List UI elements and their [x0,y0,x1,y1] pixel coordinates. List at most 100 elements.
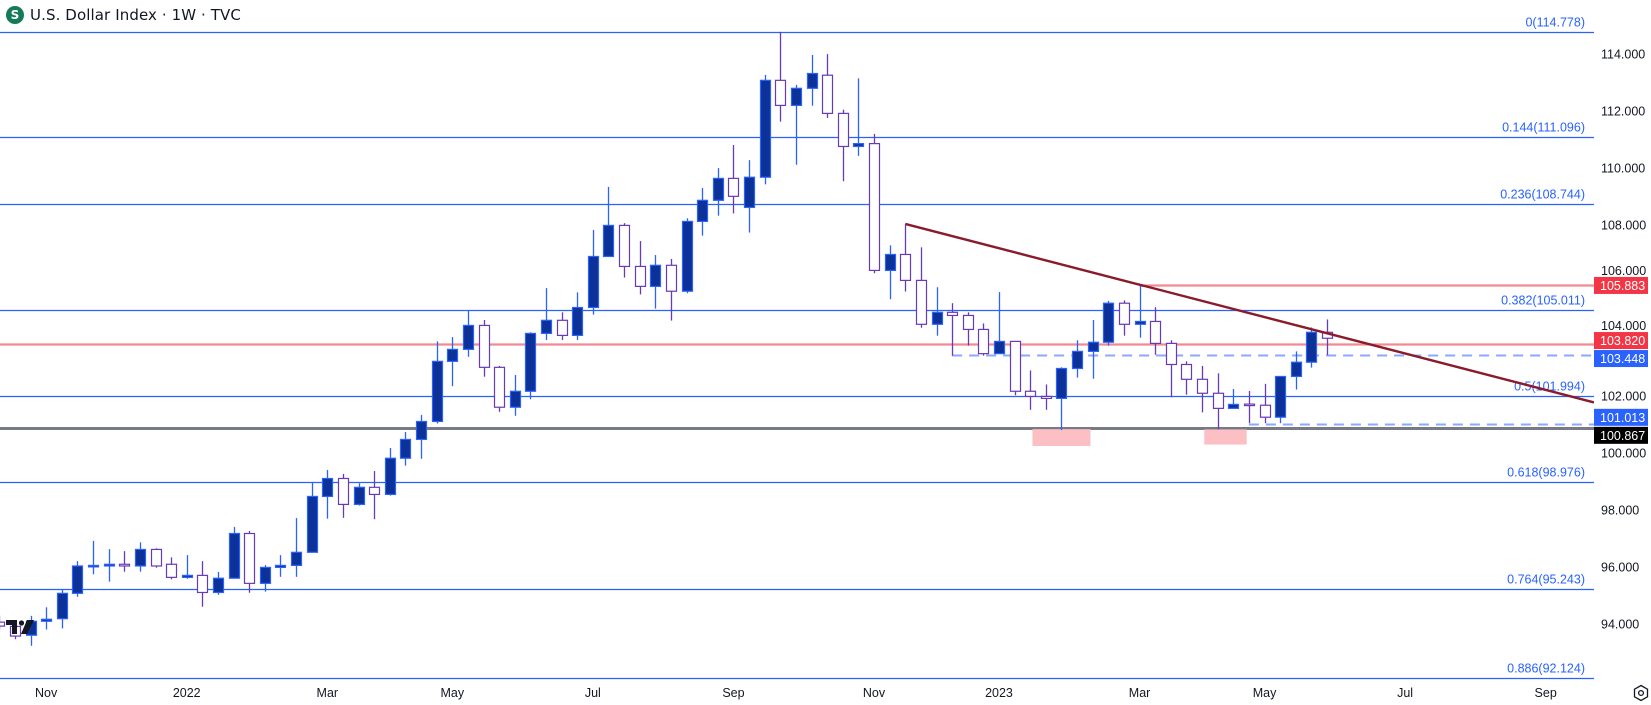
candle-body [1290,361,1303,378]
candle-up [290,518,303,577]
candle-body [243,532,256,584]
candle-body [681,220,694,292]
trendline[interactable] [904,222,1595,404]
candle-up [446,337,459,387]
candle-body [134,548,147,567]
candle-body [509,390,522,408]
price-badge: 105.883 [1594,276,1648,294]
candle-body [852,143,865,148]
candle-body [384,457,397,496]
candle-up [649,255,662,309]
candle-down [150,548,163,568]
candle-body [462,324,475,350]
candle-up [259,565,272,592]
candle-up [509,375,522,416]
time-tick-label: Mar [317,686,339,700]
candle-body [0,621,6,627]
fib-level-label: 0.382(105.011) [1501,294,1585,308]
candle-up [87,540,100,575]
candle-up [212,571,225,595]
candle-body [259,566,272,584]
candle-down [1149,307,1162,355]
price-badge: 103.820 [1594,332,1648,350]
candle-up [852,78,865,156]
candle-body [821,74,834,114]
candle-body [353,486,366,506]
time-tick-label: Nov [35,686,58,700]
time-tick-label: Sep [1535,686,1557,700]
price-badge-label: 105.883 [1600,279,1645,293]
highlight-zone [1204,429,1247,445]
candle-down [1118,300,1131,336]
time-axis[interactable]: Nov 2022 Mar May Jul Sep Nov 2023 Mar May Jul Sep [35,686,1557,700]
fib-level-label: 0.236(108.744) [1500,188,1585,202]
candle-up [524,332,537,400]
candle-up [1290,351,1303,390]
candle-down [165,557,178,580]
candle-body [118,563,131,567]
candle-up [790,84,803,165]
candle-down [337,473,350,518]
candle-down [837,109,850,182]
candle-body [649,264,662,287]
candle-body [837,112,850,148]
symbol-letter: S [10,8,20,22]
candle-up [540,288,553,340]
candle-up [759,74,772,185]
candle-up [587,229,600,315]
candle-body [1243,403,1256,407]
price-tick-label: 106.000 [1601,264,1646,278]
candle-body [1305,331,1318,363]
price-badge-label: 103.820 [1600,334,1645,348]
chart-title-bar[interactable]: S U.S. Dollar Index · 1W · TVC [6,4,245,26]
candle-down [196,561,209,607]
candle-down [868,133,881,274]
time-tick-label: Mar [1129,686,1151,700]
price-badge-label: 101.013 [1600,411,1645,425]
candle-body [993,340,1006,355]
price-tick-label: 94.000 [1601,618,1639,632]
candle-down [1321,319,1334,356]
tradingview-logo-icon[interactable] [6,620,36,634]
candle-body [524,332,537,392]
candle-body [228,532,241,579]
candle-down [774,31,787,122]
candle-up [56,589,69,629]
candle-down [478,320,491,377]
gear-icon[interactable] [1632,684,1650,702]
candle-down [915,247,928,328]
price-badge: 103.448 [1594,350,1648,368]
candle-up [399,432,412,466]
price-badge-background [1594,350,1648,368]
candle-body [774,79,787,107]
candle-up [743,160,756,233]
price-tick-label: 96.000 [1601,561,1639,575]
candle-body [587,255,600,309]
price-badge-label: 103.448 [1600,352,1645,366]
candle-up [462,310,475,357]
fib-level-label: 0.618(98.976) [1507,466,1585,480]
trendline-layer [904,222,1595,404]
candle-up [1305,327,1318,368]
candle-down [899,224,912,292]
candle-down [1212,373,1225,430]
candle-down [1009,340,1022,396]
candle-down [1180,361,1193,395]
time-tick-label: May [1253,686,1277,700]
candle-body [806,72,819,89]
candle-body [1024,390,1037,397]
candle-up [1071,340,1084,378]
candle-body [212,577,225,594]
price-badge: 101.013 [1594,408,1648,426]
candle-body [1134,320,1147,325]
candle-body [915,279,928,325]
candle-up [1055,367,1068,431]
candle-up [274,555,287,577]
candle-body [1259,404,1272,418]
candle-body [1040,395,1053,399]
candle-up [353,483,366,506]
candle-body [540,319,553,335]
candles [0,31,1334,646]
fib-level-label: 0.5(101.994) [1514,380,1585,394]
